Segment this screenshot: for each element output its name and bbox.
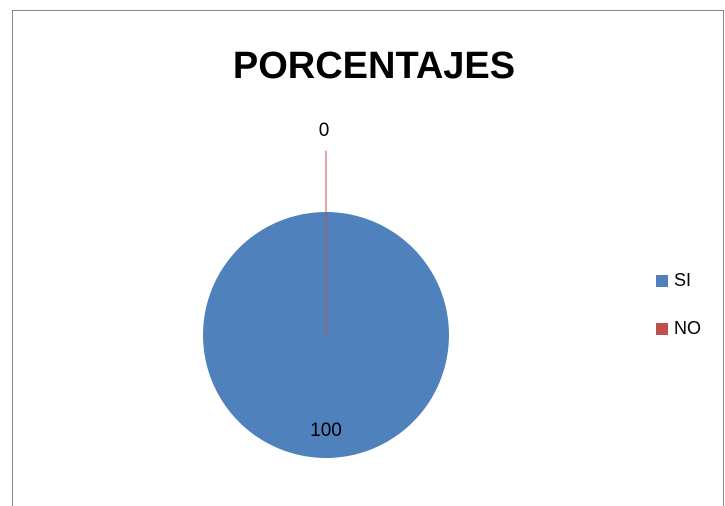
- legend-label: NO: [674, 318, 701, 338]
- legend-label: SI: [674, 270, 691, 290]
- legend-swatch: [656, 323, 668, 335]
- data-label: 100: [310, 420, 342, 441]
- data-label: 0: [319, 120, 330, 141]
- legend-swatch: [656, 275, 668, 287]
- chart-title: PORCENTAJES: [233, 45, 515, 87]
